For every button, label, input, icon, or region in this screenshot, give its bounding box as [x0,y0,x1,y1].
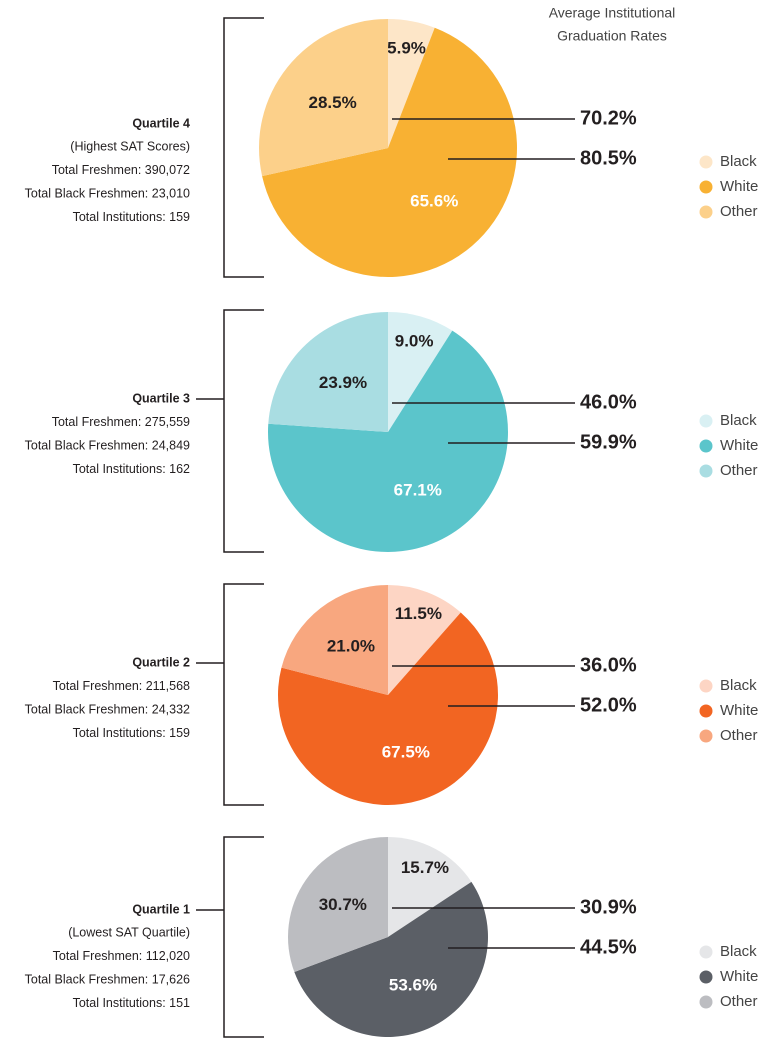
legend-label: Other [720,203,758,220]
rate-label: 59.9% [580,431,637,453]
slice-label: 21.0% [327,637,375,656]
header: Graduation Rates [557,28,667,44]
quartile-title: Quartile 4 [132,116,190,130]
legend-swatch [699,464,713,478]
legend-swatch [699,180,713,194]
legend-label: Other [720,462,758,479]
annotation: Total Black Freshmen: 24,849 [25,438,190,452]
slice-label: 11.5% [395,604,442,623]
legend-swatch [699,155,713,169]
quartile-title: Quartile 1 [132,902,190,916]
rate-label: 46.0% [580,391,637,413]
rate-label: 80.5% [580,147,637,169]
slice-label: 9.0% [395,332,434,351]
legend-label: White [720,437,758,454]
annotation: Total Institutions: 162 [73,462,190,476]
legend-swatch [699,205,713,219]
legend-swatch [699,945,713,959]
rate-label: 30.9% [580,896,637,918]
pie-slice [388,837,472,937]
legend-label: Other [720,727,758,744]
pie-slice [281,585,388,695]
annotation: Total Black Freshmen: 24,332 [25,702,190,716]
annotation: Total Freshmen: 112,020 [53,949,190,963]
legend-swatch [699,704,713,718]
legend-label: Black [720,943,757,960]
pie-slice [388,19,435,148]
slice-label: 30.7% [319,895,367,914]
pie-slice [262,27,518,277]
quartile-title: Quartile 2 [132,655,190,669]
legend-label: Black [720,677,757,694]
legend-swatch [699,729,713,743]
slice-label: 5.9% [387,39,426,58]
pie-slice [388,312,453,432]
quartile-title: Quartile 3 [132,391,190,405]
pie-slice [288,837,388,973]
legend-swatch [699,439,713,453]
bracket [223,17,264,278]
bracket [223,583,264,806]
header: Average Institutional [549,5,676,21]
slice-label: 65.6% [410,191,458,210]
pie-slice [388,585,461,695]
annotation: Total Freshmen: 275,559 [52,415,190,429]
rate-label: 52.0% [580,694,637,716]
legend-swatch [699,679,713,693]
legend-swatch [699,414,713,428]
legend-swatch [699,970,713,984]
legend-label: White [720,968,758,985]
slice-label: 67.5% [382,742,430,761]
annotation: Total Black Freshmen: 23,010 [25,186,190,200]
annotation: Total Black Freshmen: 17,626 [25,972,190,986]
annotation: Total Freshmen: 390,072 [52,163,190,177]
pie-slice [259,19,388,177]
rate-label: 44.5% [580,936,637,958]
slice-label: 67.1% [394,480,442,499]
slice-label: 53.6% [389,975,437,994]
annotation: Total Institutions: 151 [73,996,190,1010]
pie-slice [268,312,388,432]
quartile-subtitle: (Lowest SAT Quartile) [68,925,190,939]
slice-label: 23.9% [319,373,367,392]
bracket [223,836,264,1038]
legend-label: Black [720,412,757,429]
slice-label: 15.7% [401,858,449,877]
bracket [223,309,264,553]
slice-label: 28.5% [309,93,357,112]
rate-label: 36.0% [580,654,637,676]
pie-slice [267,330,509,552]
legend-label: White [720,702,758,719]
quartile-subtitle: (Highest SAT Scores) [70,139,190,153]
rate-label: 70.2% [580,107,637,129]
pie-slice [277,612,498,805]
annotation: Total Institutions: 159 [73,726,190,740]
annotation: Total Freshmen: 211,568 [53,679,190,693]
legend-label: Other [720,993,758,1010]
annotation: Total Institutions: 159 [73,210,190,224]
legend-label: Black [720,153,757,170]
pie-slice [294,881,489,1037]
legend-label: White [720,178,758,195]
legend-swatch [699,995,713,1009]
